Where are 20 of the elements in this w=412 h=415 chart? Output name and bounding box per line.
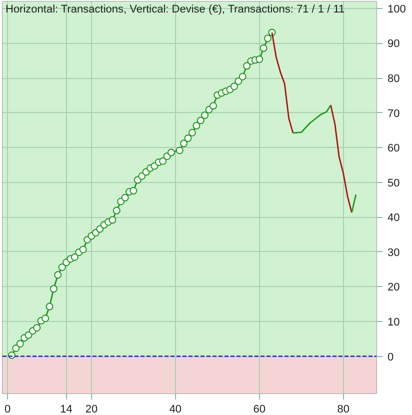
y-tick-label: 40 [388, 212, 400, 224]
x-tick-label: 14 [60, 404, 72, 415]
y-tick-label: 50 [388, 177, 400, 190]
x-tick-label: 40 [169, 404, 182, 415]
x-tick-label: 60 [253, 404, 266, 415]
chart-title: Horizontal: Transactions, Vertical: Devise (€), Transactions: 71 / 1 / 11 [6, 4, 345, 16]
y-tick-label: 20 [388, 282, 400, 294]
y-tick-label: 0 [388, 351, 394, 364]
y-tick-label: 30 [388, 246, 400, 259]
x-tick-label: 0 [4, 404, 11, 415]
line-series [292, 104, 332, 134]
y-tick-label: 60 [388, 142, 400, 155]
y-tick-label: 80 [388, 73, 400, 86]
y-tick-label: 100 [388, 3, 406, 16]
x-tick-label: 80 [337, 404, 350, 415]
x-tick-label: 20 [85, 404, 98, 415]
y-tick-label: 10 [388, 316, 400, 328]
y-tick-label: 90 [388, 38, 400, 50]
y-tick-label: 70 [388, 108, 400, 120]
line-series [330, 104, 352, 214]
